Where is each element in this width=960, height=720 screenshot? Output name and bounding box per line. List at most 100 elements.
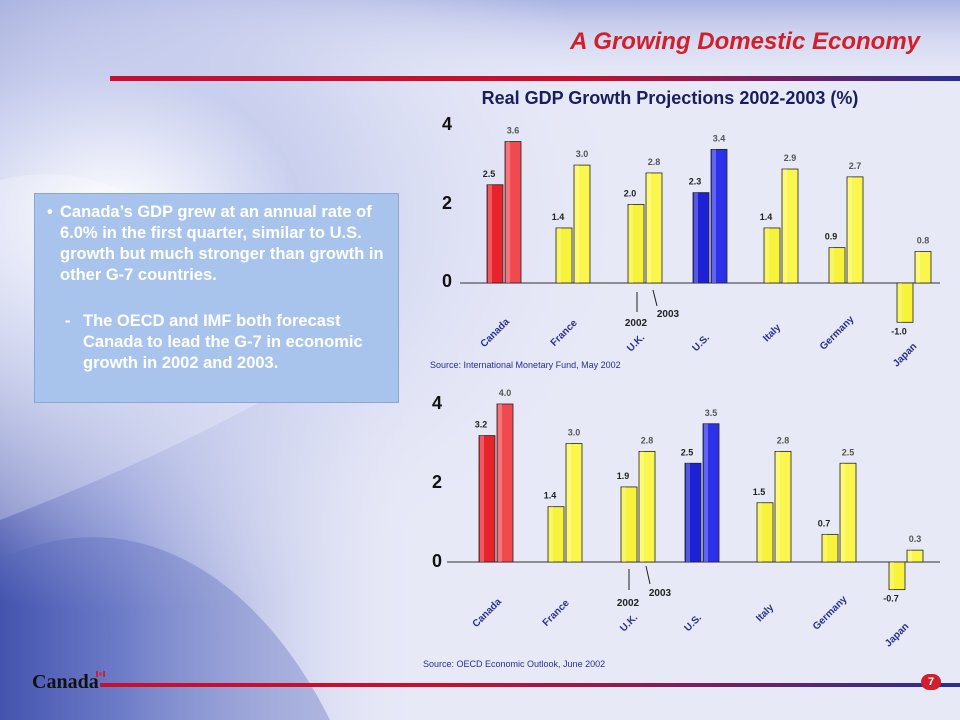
bar-2003 <box>774 450 792 563</box>
annotation-label: 2003 <box>657 309 680 320</box>
annotation-arrow <box>645 565 651 585</box>
category-label: Japan <box>883 621 911 649</box>
bar-2002 <box>763 227 781 284</box>
bar-highlight <box>567 443 571 562</box>
bar-highlight <box>908 550 912 562</box>
bar-2003 <box>914 251 932 284</box>
sub-bullet-item: - The OECD and IMF both forecast Canada … <box>65 311 385 374</box>
y-tick-label: 4 <box>432 393 442 413</box>
value-label: 0.9 <box>825 232 838 242</box>
bar-highlight <box>488 184 492 283</box>
bar-highlight <box>498 404 502 562</box>
value-label: 3.5 <box>705 408 718 418</box>
canada-wordmark: Canada <box>32 671 99 693</box>
bar-highlight <box>640 451 644 562</box>
category-label: Canada <box>479 316 513 350</box>
value-label: 1.4 <box>544 491 557 501</box>
bar-highlight <box>629 204 633 283</box>
bar-highlight <box>890 562 894 590</box>
value-label: 4.0 <box>499 388 512 398</box>
bullet-item: • Canada’s GDP grew at an annual rate of… <box>47 202 387 286</box>
flag-icon <box>96 671 105 677</box>
category-label: U.K. <box>618 612 640 634</box>
bar-highlight <box>557 227 561 283</box>
bullet-text: Canada’s GDP grew at an annual rate of 6… <box>60 203 384 284</box>
bar-highlight <box>506 141 510 283</box>
value-label: 1.4 <box>552 212 565 222</box>
bar-highlight <box>830 247 834 283</box>
sub-bullet-text: The OECD and IMF both forecast Canada to… <box>83 312 363 372</box>
bar-highlight <box>712 149 716 283</box>
annotation-label: 2002 <box>625 318 648 329</box>
y-tick-label: 4 <box>442 114 452 134</box>
category-label: Japan <box>891 341 919 369</box>
commentary-box: • Canada’s GDP grew at an annual rate of… <box>34 193 399 403</box>
value-label: -0.7 <box>883 594 899 604</box>
category-label: France <box>549 317 580 348</box>
category-label: Italy <box>754 602 776 624</box>
bar-2002 <box>547 506 565 563</box>
bullet-marker: • <box>47 203 53 221</box>
value-label: 3.2 <box>475 420 488 430</box>
bar-2003 <box>645 172 663 284</box>
bar-highlight <box>622 486 626 562</box>
title-divider <box>110 76 960 81</box>
bar-highlight <box>575 165 579 283</box>
bar-2003 <box>839 462 857 563</box>
y-tick-label: 2 <box>432 472 442 492</box>
value-label: 0.7 <box>818 518 831 528</box>
bar-2003 <box>710 148 728 284</box>
bar-highlight <box>898 283 902 323</box>
bar-2002 <box>478 435 496 563</box>
category-label: Canada <box>471 596 505 630</box>
value-label: 3.0 <box>576 149 589 159</box>
bar-2003 <box>573 164 591 284</box>
bar-2002 <box>684 462 702 563</box>
bar-highlight <box>758 502 762 562</box>
bar-2002 <box>555 227 573 284</box>
bar-2002 <box>692 192 710 284</box>
bar-highlight <box>916 251 920 283</box>
bar-highlight <box>694 192 698 283</box>
bar-2002 <box>888 561 906 591</box>
bar-2003 <box>906 549 924 563</box>
page-number: 7 <box>921 674 941 690</box>
bar-2002 <box>828 247 846 284</box>
bar-2002 <box>821 533 839 563</box>
y-tick-label: 0 <box>432 551 442 571</box>
bar-2003 <box>702 423 720 563</box>
bar-2003 <box>638 450 656 563</box>
y-tick-label: 0 <box>442 271 452 291</box>
bar-2002 <box>896 282 914 323</box>
y-tick-label: 2 <box>442 193 452 213</box>
category-label: U.K. <box>625 332 647 354</box>
category-label: U.S. <box>690 332 712 354</box>
chart-title: Real GDP Growth Projections 2002-2003 (%… <box>481 88 859 108</box>
category-label: Germany <box>818 314 857 353</box>
category-label: Germany <box>811 594 850 633</box>
bar-highlight <box>647 172 651 283</box>
value-label: 0.8 <box>917 236 930 246</box>
chart-source: Source: OECD Economic Outlook, June 2002 <box>423 659 605 669</box>
value-label: 0.3 <box>909 534 922 544</box>
bar-2002 <box>486 184 504 284</box>
value-label: 1.5 <box>753 487 766 497</box>
value-label: 2.5 <box>483 169 496 179</box>
value-label: 3.4 <box>713 133 726 143</box>
bar-2003 <box>496 403 514 563</box>
annotation-arrow <box>652 289 658 307</box>
value-label: 2.5 <box>842 447 855 457</box>
bar-2003 <box>504 141 522 284</box>
bar-2003 <box>781 168 799 284</box>
value-label: 2.0 <box>624 188 637 198</box>
value-label: 2.5 <box>681 447 694 457</box>
bar-2003 <box>565 443 583 563</box>
bar-highlight <box>480 435 484 562</box>
bar-highlight <box>848 176 852 283</box>
bar-2002 <box>756 502 774 563</box>
bar-highlight <box>841 463 845 562</box>
value-label: 1.9 <box>617 471 630 481</box>
bar-highlight <box>776 451 780 562</box>
bar-2002 <box>627 203 645 284</box>
